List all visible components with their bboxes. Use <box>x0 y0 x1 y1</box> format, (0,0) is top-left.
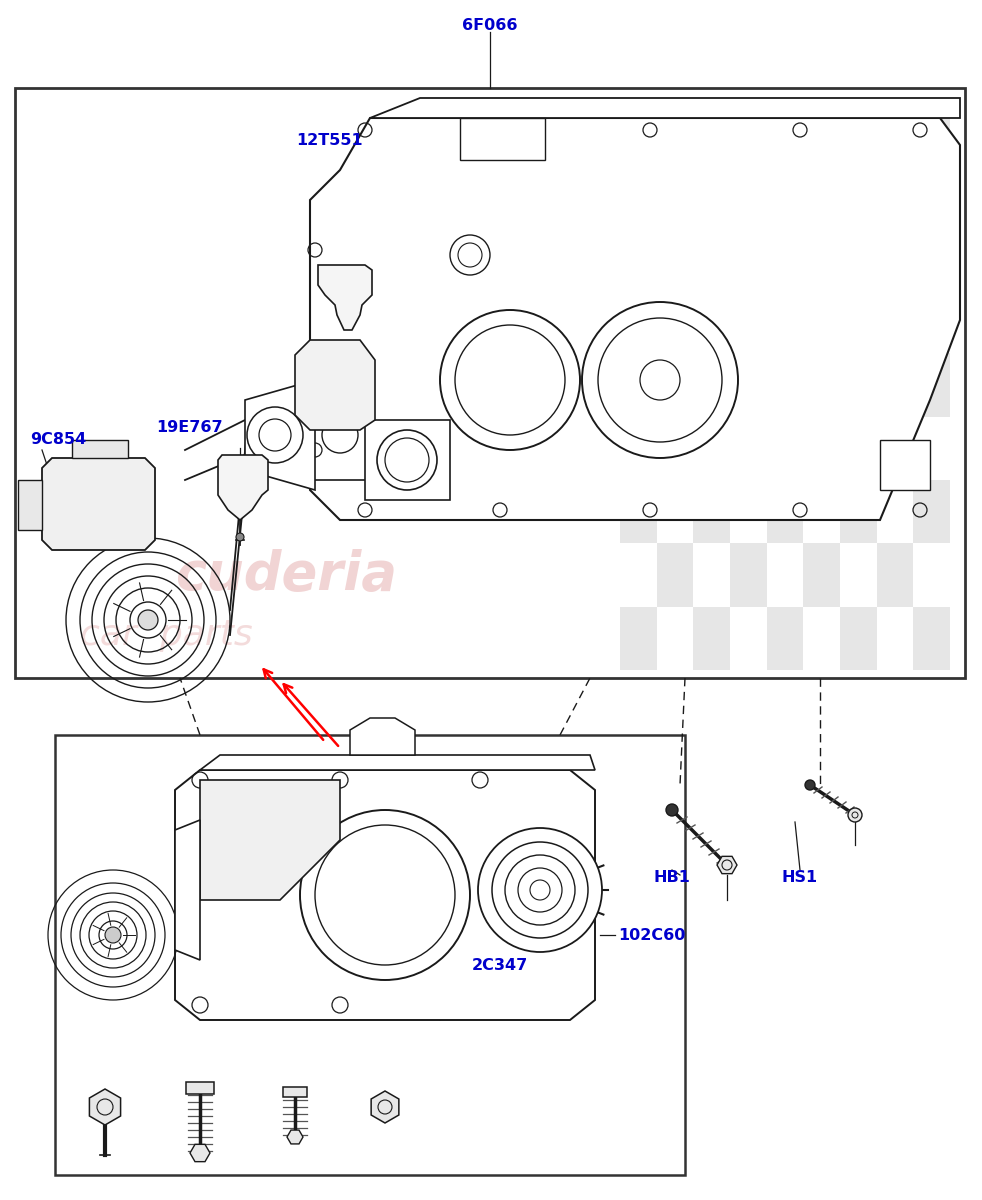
Circle shape <box>805 780 815 790</box>
Polygon shape <box>880 440 930 490</box>
Bar <box>620 100 657 163</box>
Text: 9C854: 9C854 <box>30 432 86 448</box>
Bar <box>693 480 730 544</box>
Bar <box>730 290 767 353</box>
Bar <box>840 100 877 163</box>
Bar <box>913 227 950 290</box>
Bar <box>186 1082 214 1094</box>
Bar <box>767 227 803 290</box>
Bar <box>693 607 730 670</box>
Bar <box>767 353 803 416</box>
Polygon shape <box>350 718 415 755</box>
Bar <box>657 290 693 353</box>
Polygon shape <box>460 118 545 160</box>
Bar <box>693 100 730 163</box>
Text: 2C347: 2C347 <box>472 958 528 973</box>
Polygon shape <box>318 265 372 330</box>
Polygon shape <box>310 118 960 520</box>
Bar <box>767 100 803 163</box>
Polygon shape <box>365 420 450 500</box>
Text: cuderia: cuderia <box>175 550 397 601</box>
Bar <box>767 480 803 544</box>
Bar <box>620 227 657 290</box>
Bar <box>877 544 913 607</box>
Bar <box>15 88 965 678</box>
Polygon shape <box>42 458 155 550</box>
Circle shape <box>236 533 244 541</box>
Polygon shape <box>72 440 128 458</box>
Polygon shape <box>175 770 595 1020</box>
Bar <box>803 163 840 227</box>
Polygon shape <box>295 340 375 430</box>
Circle shape <box>78 484 118 524</box>
Bar <box>840 480 877 544</box>
Polygon shape <box>89 1090 121 1126</box>
Text: 102C60: 102C60 <box>618 928 685 942</box>
Circle shape <box>138 610 158 630</box>
Polygon shape <box>245 380 315 490</box>
Bar <box>55 734 685 1175</box>
Bar <box>913 353 950 416</box>
Bar <box>913 100 950 163</box>
Polygon shape <box>371 1091 399 1123</box>
Bar <box>657 416 693 480</box>
Text: 6F066: 6F066 <box>463 18 518 32</box>
Bar <box>877 290 913 353</box>
Bar <box>877 416 913 480</box>
Polygon shape <box>218 455 268 520</box>
Polygon shape <box>717 857 737 874</box>
Bar <box>840 607 877 670</box>
Text: 19E767: 19E767 <box>157 420 223 434</box>
Bar <box>657 544 693 607</box>
Polygon shape <box>200 755 595 770</box>
Circle shape <box>848 808 862 822</box>
Polygon shape <box>310 390 370 480</box>
Polygon shape <box>175 820 200 960</box>
Bar <box>913 480 950 544</box>
Circle shape <box>345 353 351 359</box>
Text: HS1: HS1 <box>782 870 818 886</box>
Bar <box>840 353 877 416</box>
Bar <box>620 607 657 670</box>
Bar <box>840 227 877 290</box>
Bar <box>620 480 657 544</box>
Polygon shape <box>190 1145 210 1162</box>
Circle shape <box>105 926 121 943</box>
Bar <box>730 163 767 227</box>
Bar <box>913 607 950 670</box>
Circle shape <box>666 804 678 816</box>
Polygon shape <box>200 780 340 900</box>
Bar <box>620 353 657 416</box>
Bar <box>803 544 840 607</box>
Bar <box>283 1087 307 1097</box>
Bar <box>767 607 803 670</box>
Bar <box>693 353 730 416</box>
Text: car  parts: car parts <box>80 618 252 652</box>
Bar <box>657 163 693 227</box>
Bar <box>693 227 730 290</box>
Bar <box>877 163 913 227</box>
Text: HB1: HB1 <box>654 870 690 886</box>
Polygon shape <box>370 98 960 118</box>
Circle shape <box>478 828 602 952</box>
Bar <box>803 416 840 480</box>
Text: 12T551: 12T551 <box>297 133 363 148</box>
Bar <box>730 416 767 480</box>
Bar <box>730 544 767 607</box>
Polygon shape <box>18 480 42 530</box>
Polygon shape <box>287 1130 303 1144</box>
Bar <box>803 290 840 353</box>
